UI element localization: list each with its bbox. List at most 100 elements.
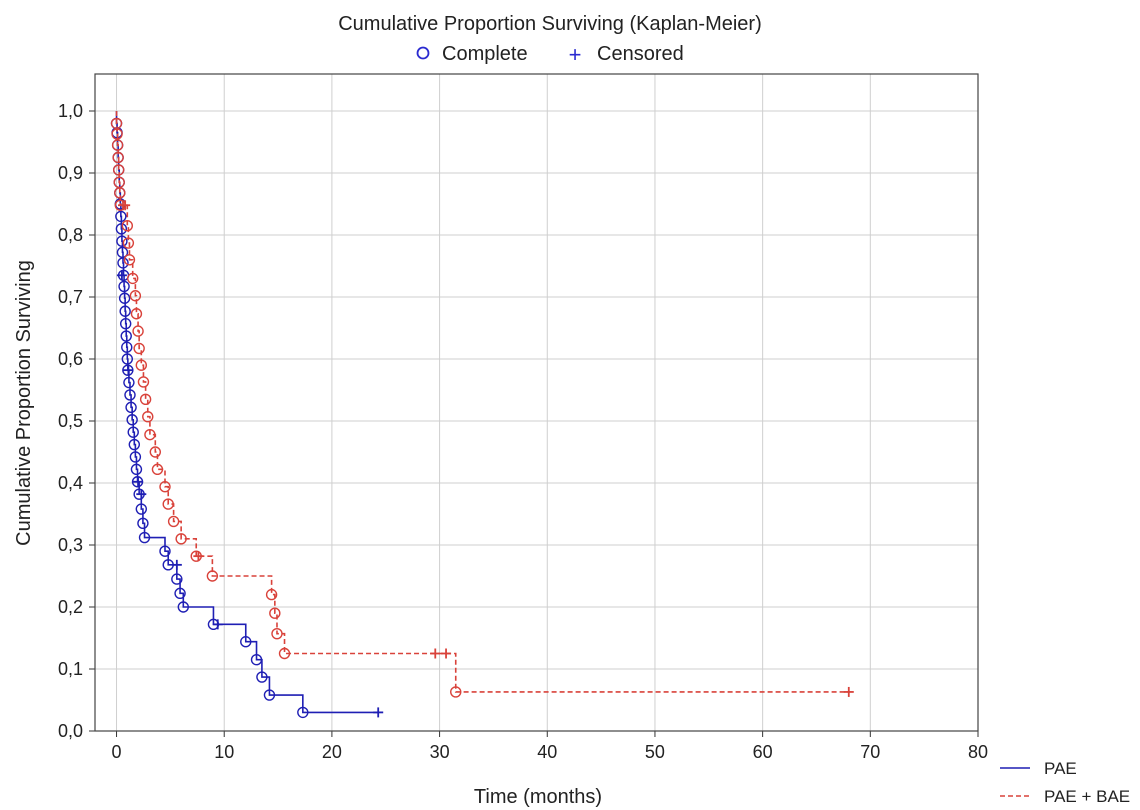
censored-marker [116, 270, 127, 281]
complete-marker [240, 636, 252, 648]
censored-marker [193, 551, 204, 562]
censored-marker [123, 365, 134, 376]
complete-marker [144, 428, 156, 441]
censored-marker [430, 648, 441, 659]
complete-marker [135, 359, 148, 371]
y-tick-label: 0,5 [58, 411, 83, 431]
complete-marker [120, 330, 132, 342]
censored-marker [171, 559, 182, 570]
y-tick-label: 0,7 [58, 287, 83, 307]
complete-marker [159, 481, 171, 493]
y-tick-label: 0,0 [58, 721, 83, 741]
complete-marker [128, 438, 141, 451]
x-tick-label: 30 [430, 742, 450, 762]
censored-marker-icon: + [569, 42, 582, 67]
censored-marker [373, 707, 384, 718]
complete-marker [123, 376, 135, 389]
survival-step-line [115, 111, 849, 693]
complete-marker [162, 498, 174, 510]
complete-marker [127, 426, 139, 438]
complete-marker [126, 272, 139, 285]
complete-marker [132, 325, 144, 337]
complete-marker [117, 257, 129, 269]
x-tick-label: 50 [645, 742, 665, 762]
y-axis-label: Cumulative Proportion Surviving [13, 260, 35, 546]
complete-marker [119, 305, 131, 317]
x-tick-label: 20 [322, 742, 342, 762]
complete-marker [269, 607, 281, 619]
complete-marker [133, 342, 145, 355]
complete-marker [125, 401, 137, 414]
y-tick-label: 0,4 [58, 473, 83, 493]
chart-title: Cumulative Proportion Surviving (Kaplan-… [338, 13, 762, 35]
x-tick-label: 40 [537, 742, 557, 762]
legend-series-label: PAE [1044, 759, 1077, 778]
complete-marker [297, 706, 309, 719]
series-pae-bae [110, 111, 854, 698]
complete-marker [115, 223, 128, 235]
complete-marker [130, 463, 143, 476]
complete-marker [271, 627, 283, 640]
complete-marker [167, 515, 180, 528]
complete-marker [174, 587, 186, 600]
complete-marker [149, 446, 162, 458]
censored-marker [120, 200, 131, 211]
censored-marker [136, 489, 147, 500]
complete-marker [130, 308, 143, 320]
y-tick-label: 0,2 [58, 597, 83, 617]
legend-complete-label: Complete [442, 43, 528, 65]
y-tick-label: 0,1 [58, 659, 83, 679]
complete-marker [118, 280, 130, 293]
complete-marker [129, 451, 142, 463]
x-tick-label: 0 [112, 742, 122, 762]
complete-marker [112, 151, 124, 164]
complete-marker [129, 290, 142, 302]
complete-marker [151, 463, 164, 476]
complete-marker [124, 389, 136, 401]
censored-marker [441, 648, 452, 659]
complete-marker [171, 573, 183, 585]
bottom-legend: PAE PAE + BAE [1000, 759, 1130, 806]
complete-marker [115, 210, 127, 223]
complete-marker [265, 588, 278, 601]
complete-marker [206, 570, 219, 582]
complete-marker [177, 601, 190, 613]
complete-marker [142, 410, 154, 423]
y-tick-label: 1,0 [58, 101, 83, 121]
censored-marker [133, 476, 144, 487]
complete-marker [121, 353, 134, 365]
complete-marker [121, 219, 134, 232]
complete-marker [159, 545, 171, 557]
complete-marker [116, 235, 128, 247]
complete-marker [250, 654, 263, 666]
complete-marker [119, 317, 132, 330]
y-tick-label: 0,6 [58, 349, 83, 369]
complete-marker [256, 671, 268, 683]
censored-marker [212, 619, 223, 630]
complete-marker [139, 393, 152, 405]
complete-marker [121, 341, 133, 353]
complete-marker [278, 647, 291, 660]
complete-marker [111, 139, 124, 151]
complete-marker [263, 689, 276, 701]
x-tick-label: 70 [860, 742, 880, 762]
complete-marker [112, 164, 125, 176]
y-tick-label: 0,3 [58, 535, 83, 555]
top-legend: Complete + Censored [416, 42, 684, 67]
y-tick-label: 0,9 [58, 163, 83, 183]
plot-frame [94, 73, 979, 732]
y-tick-label: 0,8 [58, 225, 83, 245]
x-axis-label: Time (months) [474, 786, 602, 808]
complete-marker [122, 237, 135, 249]
complete-marker [114, 187, 126, 199]
x-tick-label: 80 [968, 742, 988, 762]
legend-series-label: PAE + BAE [1044, 787, 1130, 806]
complete-marker [137, 376, 150, 388]
legend-censored-label: Censored [597, 43, 684, 65]
complete-marker [135, 503, 148, 515]
x-tick-label: 60 [753, 742, 773, 762]
complete-marker [138, 531, 151, 544]
complete-marker [123, 254, 136, 266]
